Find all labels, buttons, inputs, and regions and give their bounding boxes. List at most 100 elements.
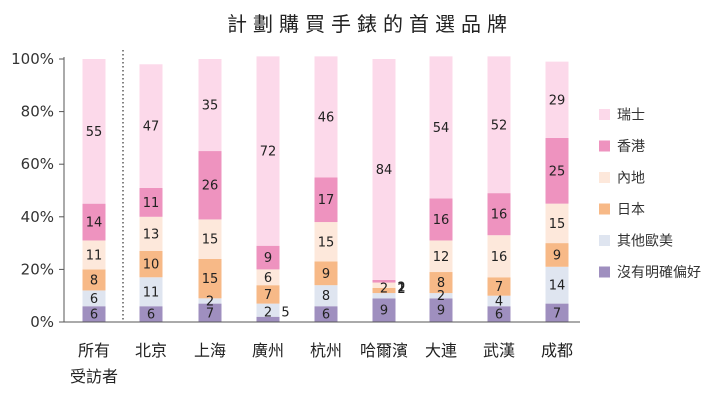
bar-segment <box>429 198 453 241</box>
bar-segment <box>82 290 106 307</box>
bar-segment <box>545 137 569 204</box>
data-label: 9 <box>264 251 272 266</box>
data-label: 16 <box>433 213 450 228</box>
bar-segment <box>372 298 396 322</box>
bar-segment <box>82 269 106 291</box>
bar-segment <box>429 240 453 273</box>
bar-segment <box>198 151 222 220</box>
data-label: 15 <box>202 272 219 287</box>
data-label: 35 <box>202 99 219 114</box>
bar-segment <box>82 240 106 270</box>
bar-segment <box>372 279 396 283</box>
data-label: 2 <box>397 281 405 296</box>
data-label: 6 <box>322 308 330 323</box>
data-label: 29 <box>549 93 566 108</box>
legend-swatch <box>599 109 610 120</box>
data-label: 11 <box>143 285 160 300</box>
bar-segment <box>314 306 338 322</box>
bar-segment <box>139 187 163 217</box>
bar-segment <box>372 59 396 280</box>
bar-segment <box>429 293 453 299</box>
bar-segment <box>198 219 222 259</box>
y-tick-label: 20% <box>21 260 54 278</box>
legend-label: 沒有明確偏好 <box>617 264 701 281</box>
data-label: 72 <box>260 145 277 160</box>
bar-segment <box>139 250 163 278</box>
data-label: 6 <box>147 308 155 323</box>
bar-segment <box>314 222 338 262</box>
y-tick-label: 60% <box>21 155 54 173</box>
bar-segment <box>82 59 106 204</box>
x-category-label: 受訪者 <box>70 367 118 386</box>
data-label: 14 <box>86 216 103 231</box>
bar-segment <box>139 277 163 307</box>
x-category-label: 所有 <box>78 341 110 360</box>
data-label: 2 <box>380 282 388 297</box>
data-label: 6 <box>495 308 503 323</box>
bar-segment <box>545 61 569 138</box>
bar-segment <box>314 285 338 307</box>
data-label: 15 <box>202 233 219 248</box>
legend-label: 其他歐美 <box>617 234 673 250</box>
data-label: 7 <box>264 288 272 303</box>
bar-segment <box>487 306 511 322</box>
legend-swatch <box>599 172 610 183</box>
bar-segment <box>372 287 396 294</box>
legend-swatch <box>599 140 610 152</box>
legend-label: 內地 <box>617 171 645 187</box>
legend-label: 日本 <box>617 202 645 218</box>
bar-segment <box>545 303 569 322</box>
bar-segment <box>139 216 163 251</box>
data-label: 6 <box>90 308 98 323</box>
bar-segment <box>256 245 280 270</box>
y-tick-label: 40% <box>21 208 54 226</box>
data-label: 9 <box>437 304 445 319</box>
data-label: 9 <box>553 248 561 263</box>
data-label: 17 <box>318 193 335 208</box>
bar-segment <box>314 56 338 178</box>
x-category-label: 北京 <box>135 341 167 360</box>
data-label: 4 <box>495 294 503 309</box>
bar-segment <box>139 306 163 322</box>
data-label: 47 <box>143 120 160 135</box>
bar-segment <box>198 258 222 299</box>
bar-segment <box>372 293 396 299</box>
bar-segment <box>256 269 280 286</box>
legend-swatch <box>599 203 610 215</box>
chart-title: 計劃購買手錶的首選品牌 <box>227 12 513 36</box>
x-category-label: 上海 <box>194 341 226 360</box>
x-category-label: 成都 <box>541 341 573 360</box>
data-label: 6 <box>90 292 98 307</box>
y-tick-label: 0% <box>30 313 54 331</box>
bar-segment <box>487 277 511 296</box>
bar-segment <box>429 56 453 199</box>
bar-segment <box>372 282 396 288</box>
data-label: 8 <box>322 289 330 304</box>
data-label: 25 <box>549 164 566 179</box>
legend-swatch <box>599 235 610 246</box>
data-label: 16 <box>491 208 508 223</box>
data-label: 1 <box>397 281 405 296</box>
bar-segment <box>256 56 280 246</box>
y-tick-label: 80% <box>21 103 54 121</box>
data-label: 54 <box>433 121 450 136</box>
bar-segment <box>545 266 569 304</box>
data-label: 7 <box>553 306 561 321</box>
data-label: 5 <box>281 306 289 321</box>
bar-segment <box>487 295 511 307</box>
data-label: 26 <box>202 179 219 194</box>
data-label: 55 <box>86 125 103 140</box>
bar-segment <box>82 203 106 241</box>
data-label: 7 <box>495 280 503 295</box>
x-category-label: 大連 <box>425 341 457 360</box>
bar-segment <box>198 59 222 152</box>
data-label: 10 <box>143 258 160 273</box>
data-label: 2 <box>397 282 405 297</box>
data-label: 9 <box>380 304 388 319</box>
bar-segment <box>314 177 338 223</box>
data-label: 7 <box>206 306 214 321</box>
data-label: 16 <box>491 250 508 265</box>
data-label: 13 <box>143 227 160 242</box>
data-label: 2 <box>264 305 272 320</box>
